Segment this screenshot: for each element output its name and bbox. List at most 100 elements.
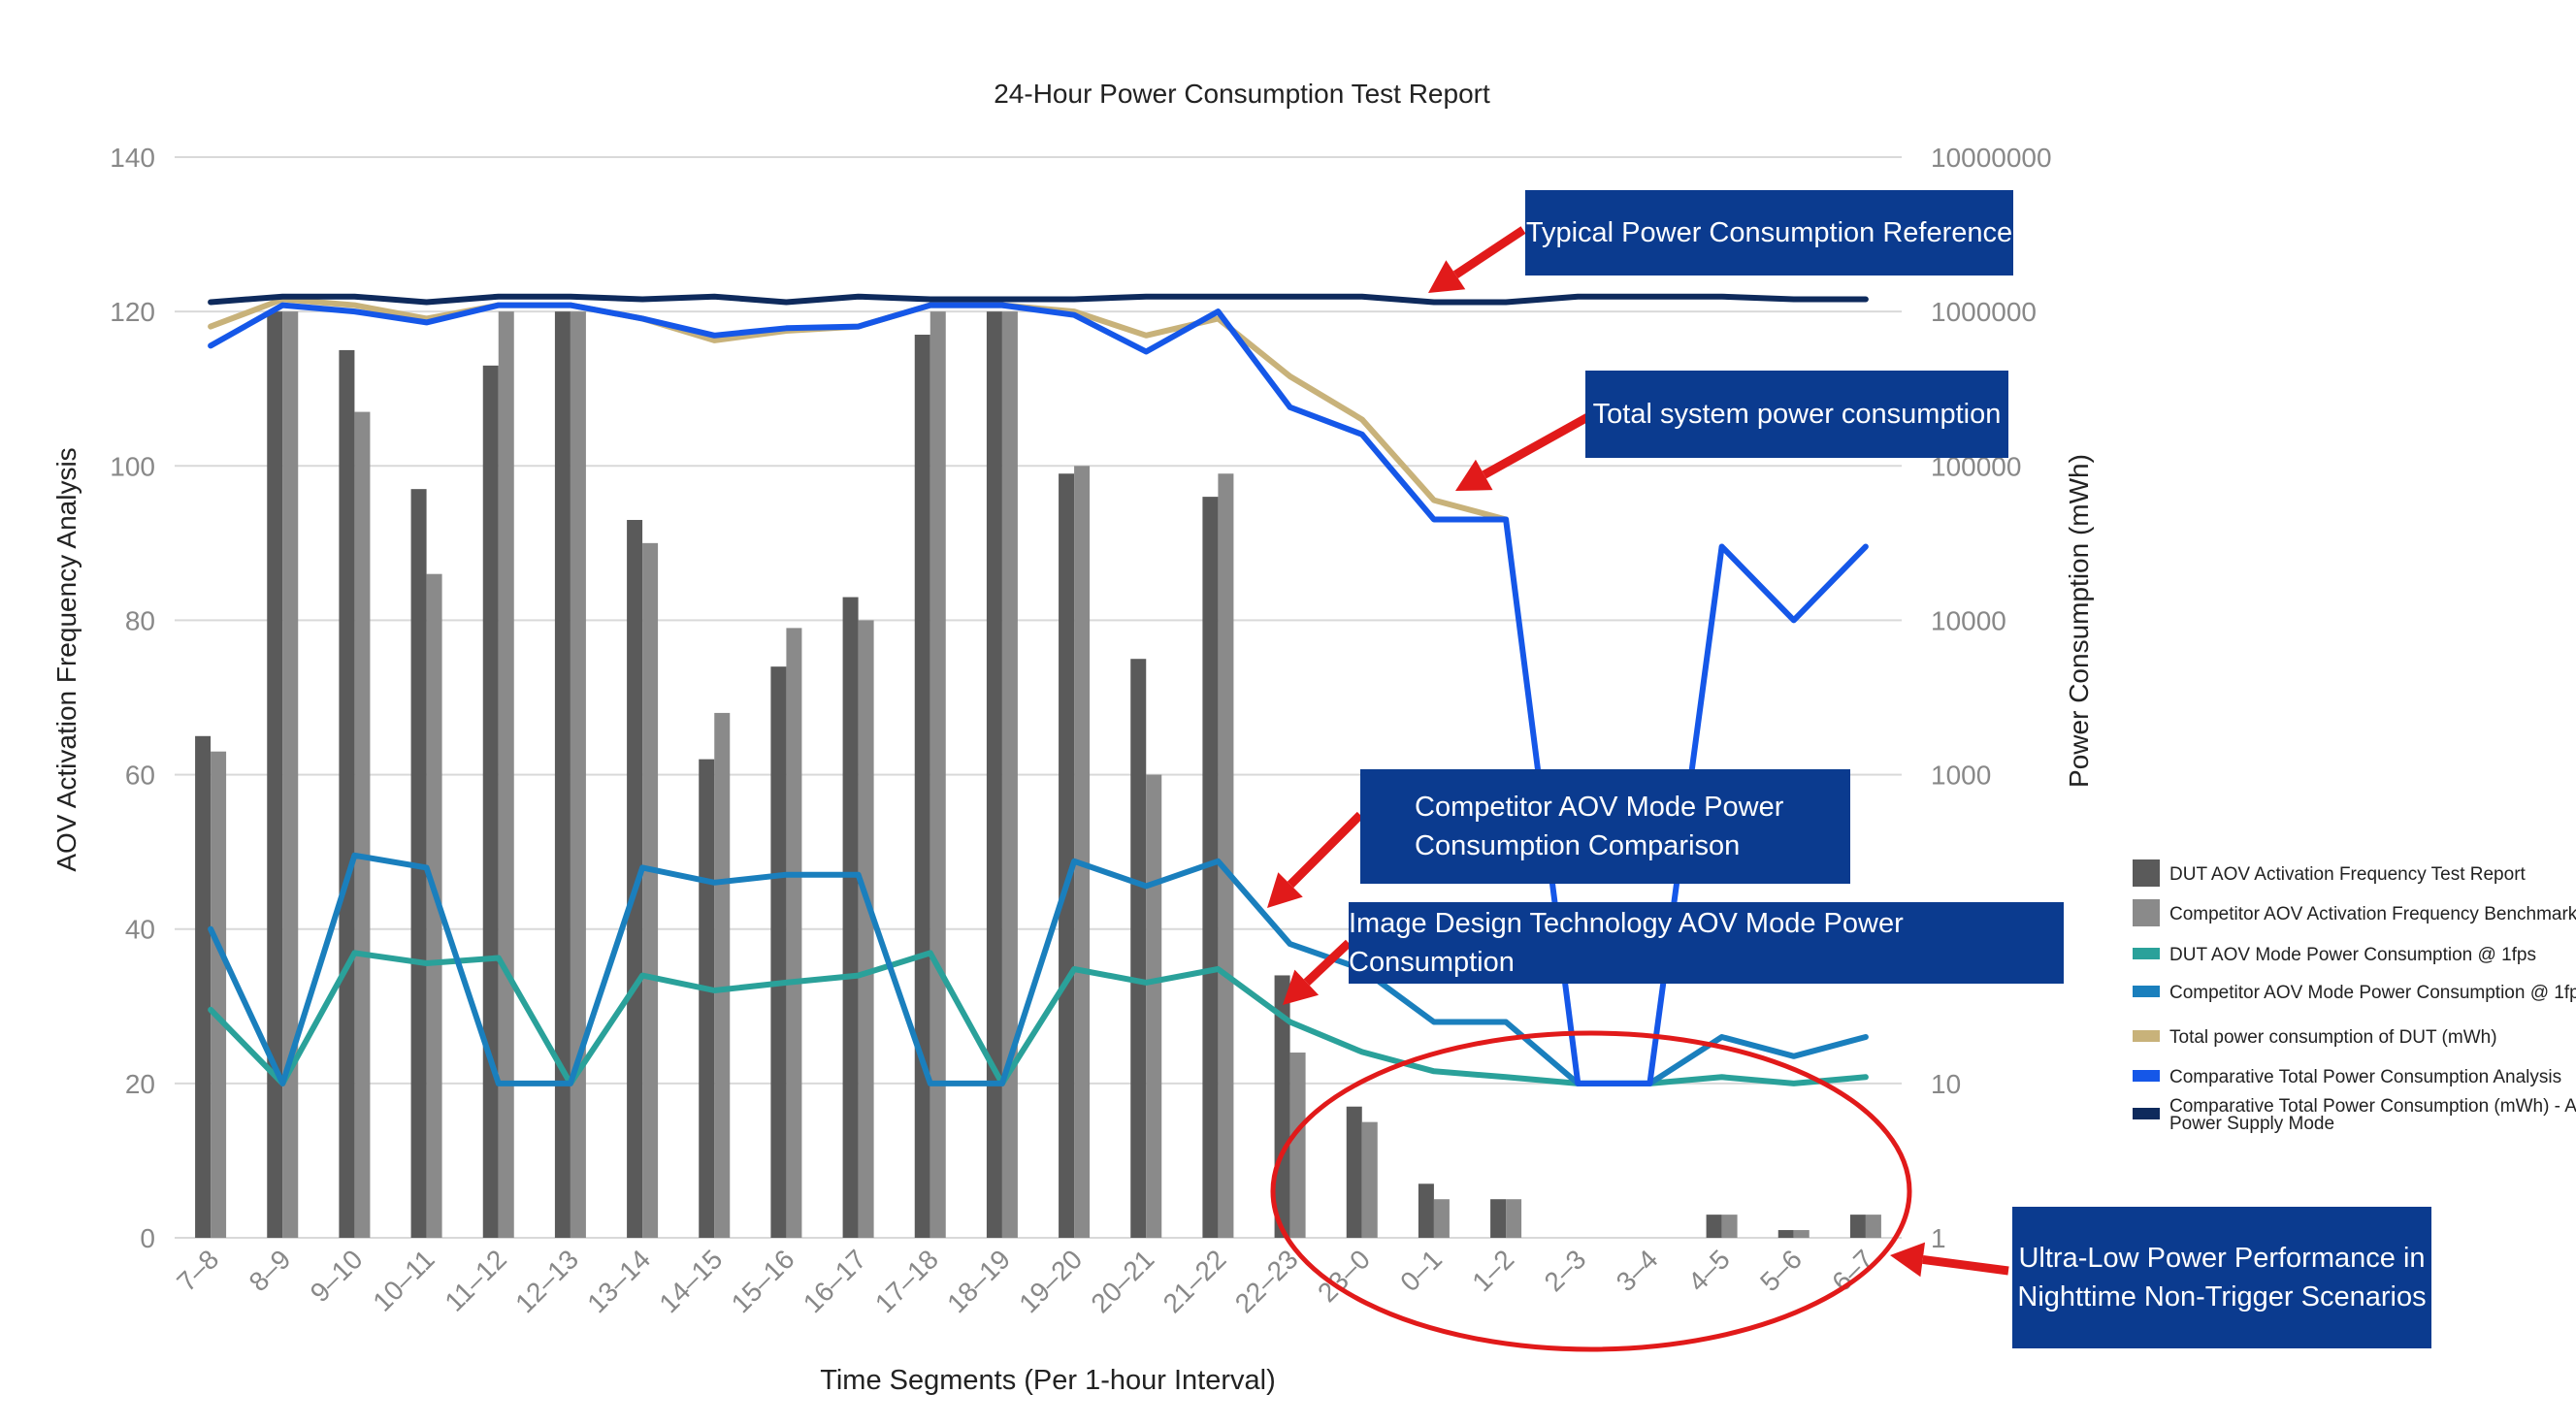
bar [1418, 1183, 1434, 1238]
bar [554, 311, 571, 1239]
y-tick-left: 140 [110, 143, 155, 173]
series-line [208, 302, 1869, 1086]
bar [770, 666, 787, 1238]
x-axis-ticks: 7–8 8–9 9–1010–1111–1212–1313–1414–1515–16… [171, 1244, 1879, 1318]
bar [1346, 1106, 1362, 1238]
y-tick-right: 1000 [1931, 761, 1991, 791]
bar [699, 759, 715, 1238]
bar [627, 519, 643, 1238]
callout-text: Typical Power Consumption Reference [1525, 217, 2013, 248]
right-axis-ticks: 110100100010000100000100000010000000 [1931, 143, 2052, 1253]
x-tick: 4–5 [1682, 1244, 1736, 1297]
arrow-head [1428, 260, 1466, 293]
highlight-ellipse [1270, 1030, 1912, 1352]
callout-typical-reference: Typical Power Consumption Reference [1525, 190, 2013, 275]
legend-label: Competitor AOV Mode Power Consumption @ … [2169, 983, 2576, 1003]
legend-label: DUT AOV Activation Frequency Test Report [2169, 864, 2527, 885]
callout-text: Competitor AOV Mode Power Consumption Co… [1415, 792, 1784, 861]
bar [1146, 774, 1162, 1238]
bar [786, 628, 802, 1238]
bar [1130, 659, 1147, 1238]
x-axis-label: Time Segments (Per 1-hour Interval) [820, 1365, 1276, 1396]
arrow-shaft [1922, 1254, 2009, 1276]
x-tick: 15–16 [726, 1244, 800, 1318]
bar [482, 365, 499, 1238]
legend-swatch [2133, 1070, 2160, 1082]
x-tick: 11–12 [439, 1244, 512, 1317]
arrow-head [1890, 1242, 1926, 1278]
bar [195, 735, 212, 1238]
y-axis-label-right: Power Consumption (mWh) [2064, 454, 2094, 788]
bar [1490, 1199, 1507, 1238]
arrow-shaft [1482, 411, 1594, 479]
legend: DUT AOV Activation Frequency Test Report… [2133, 859, 2576, 1134]
y-tick-left: 120 [110, 297, 155, 327]
x-tick: 0–1 [1394, 1244, 1448, 1297]
series-line [208, 296, 1510, 523]
callout-total-system: Total system power consumption [1585, 371, 2008, 458]
x-tick: 8–9 [244, 1244, 297, 1297]
bar [1777, 1230, 1794, 1238]
legend-label: Competitor AOV Activation Frequency Benc… [2169, 904, 2576, 924]
callout-text: Total system power consumption [1592, 399, 2002, 430]
legend-swatch [2133, 948, 2160, 959]
y-tick-right: 10000000 [1931, 143, 2052, 173]
bar [1361, 1121, 1378, 1238]
bar [1849, 1215, 1866, 1238]
bar [1074, 466, 1091, 1238]
x-tick: 14–15 [654, 1244, 729, 1318]
legend-swatch [2133, 1030, 2160, 1042]
bar [354, 411, 371, 1239]
legend-label: Total power consumption of DUT (mWh) [2169, 1027, 2497, 1048]
bar [714, 712, 731, 1238]
grid [175, 156, 1902, 1239]
bar [1433, 1199, 1450, 1238]
legend-label: DUT AOV Mode Power Consumption @ 1fps [2169, 945, 2536, 965]
arrow-head [1267, 872, 1303, 908]
x-tick: 9–10 [305, 1244, 369, 1308]
bar [929, 311, 946, 1239]
y-tick-left: 100 [110, 451, 155, 481]
x-tick: 19–20 [1013, 1244, 1088, 1318]
x-tick: 5–6 [1754, 1244, 1808, 1297]
bar [282, 311, 299, 1239]
bar [858, 620, 874, 1238]
x-tick: 7–8 [171, 1244, 224, 1297]
bar [842, 597, 859, 1238]
x-tick: 17–18 [869, 1244, 944, 1318]
left-axis-ticks: 0 20 40 60 80 100 120 140 [110, 143, 155, 1253]
callout-image-design-aov: Image Design Technology AOV Mode Power C… [1349, 902, 2064, 984]
x-tick: 13–14 [581, 1244, 656, 1318]
x-tick: 22–23 [1229, 1244, 1304, 1318]
y-tick-left: 80 [125, 605, 155, 635]
legend-label: Comparative Total Power Consumption Anal… [2169, 1067, 2561, 1087]
x-tick: 16–17 [798, 1244, 872, 1318]
bar [1202, 497, 1219, 1238]
bar [1289, 1053, 1306, 1238]
legend-swatch [2133, 899, 2160, 926]
legend-swatch [2133, 986, 2160, 997]
bar [1218, 473, 1234, 1238]
y-tick-left: 60 [125, 761, 155, 791]
bar [1706, 1215, 1722, 1238]
series-line [208, 293, 1869, 306]
x-tick: 2–3 [1539, 1244, 1592, 1297]
x-tick: 3–4 [1611, 1244, 1664, 1297]
callout-competitor-aov: Competitor AOV Mode Power Consumption Co… [1360, 769, 1850, 884]
y-tick-right: 1 [1931, 1223, 1946, 1253]
x-tick: 21–22 [1158, 1244, 1232, 1318]
y-tick-left: 0 [140, 1223, 155, 1253]
bar [426, 573, 442, 1238]
arrow-shaft [1287, 811, 1364, 889]
arrow-head [1283, 969, 1320, 1005]
bar [986, 311, 1002, 1239]
bar [1506, 1199, 1522, 1238]
lines [208, 293, 1869, 1086]
bar [1793, 1230, 1810, 1238]
bar [1865, 1215, 1881, 1238]
x-tick: 18–19 [941, 1244, 1016, 1318]
bar [570, 311, 586, 1239]
legend-label: Comparative Total Power Consumption (mWh… [2169, 1096, 2576, 1134]
annotation-arrows [1267, 226, 2009, 1278]
